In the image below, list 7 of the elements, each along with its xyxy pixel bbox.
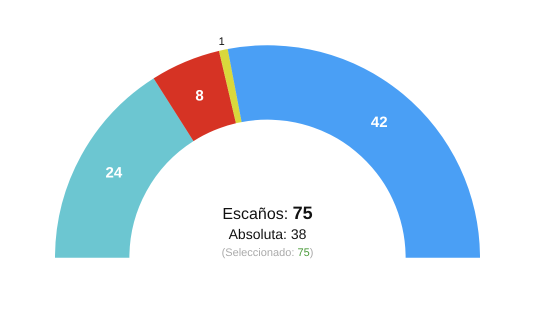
text: Escaños: 75 (221, 203, 314, 225)
data-label: 8 (195, 87, 204, 104)
text: Absoluta: 38 (228, 225, 308, 244)
text: (Seleccionado: 75) (220, 246, 314, 261)
data-label: 1 (218, 36, 225, 48)
data-label: 42 (370, 114, 388, 131)
data-label: 24 (106, 164, 123, 182)
